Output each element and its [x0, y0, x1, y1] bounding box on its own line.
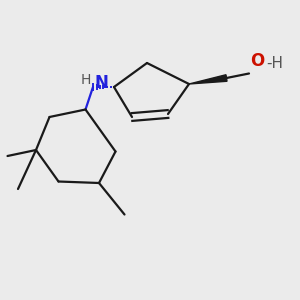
- Text: O: O: [250, 52, 265, 70]
- Polygon shape: [189, 75, 227, 84]
- Text: -H: -H: [266, 56, 283, 71]
- Text: N: N: [94, 74, 108, 92]
- Text: H: H: [81, 73, 92, 86]
